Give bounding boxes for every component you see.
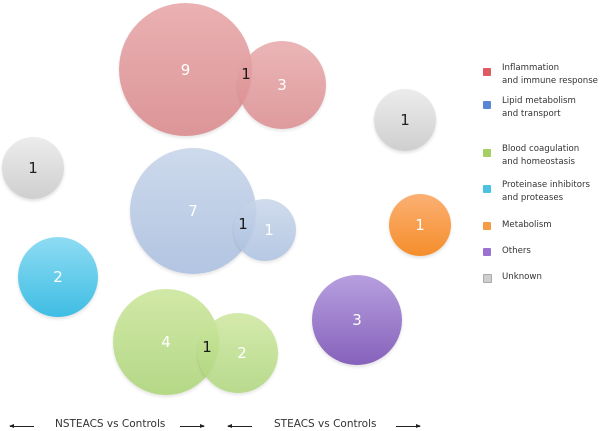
inflammation-shared-count: 1 <box>241 65 251 83</box>
legend-line1: Blood coagulation <box>502 144 580 154</box>
legend-line1: Others <box>502 246 531 256</box>
others-steacs-circle: 3 <box>312 275 402 365</box>
circle-count: 2 <box>53 268 63 286</box>
blood-steacs-circle: 2 <box>198 313 278 393</box>
left-arrow-icon <box>227 424 252 428</box>
lipid-steacs-circle: 1 <box>234 199 296 261</box>
circle-count: 2 <box>237 344 247 362</box>
gray-swatch-icon <box>483 274 492 283</box>
purple-swatch-icon <box>483 248 491 256</box>
circle-count: 1 <box>28 159 38 177</box>
circle-count: 1 <box>415 216 425 234</box>
legend-line2: and proteases <box>502 192 564 203</box>
cyan-swatch-icon <box>483 185 491 193</box>
right-arrow-icon <box>180 424 205 428</box>
legend-line1: Unknown <box>502 272 542 282</box>
legend-line1: Lipid metabolism <box>502 96 576 106</box>
circle-count: 1 <box>264 221 274 239</box>
legend-line2: and immune response <box>502 75 598 86</box>
lipid-shared-count: 1 <box>238 215 248 233</box>
legend-line1: Inflammation <box>502 63 560 73</box>
nsteacs-label: NSTEACS vs Controls <box>55 418 166 430</box>
blue-swatch-icon <box>483 101 491 109</box>
lipid-nsteacs-circle: 7 <box>130 148 256 274</box>
circle-count: 9 <box>180 60 191 79</box>
unknown-nsteacs-circle: 1 <box>2 137 64 199</box>
circle-count: 7 <box>188 202 198 220</box>
circle-count: 3 <box>277 76 287 94</box>
circle-count: 4 <box>161 333 171 351</box>
green-swatch-icon <box>483 149 491 157</box>
red-swatch-icon <box>483 68 491 76</box>
legend-line1: Metabolism <box>502 220 552 230</box>
proteinase-nsteacs-circle: 2 <box>18 237 98 317</box>
right-arrow-icon <box>396 424 421 428</box>
inflammation-nsteacs-circle: 9 <box>119 3 252 136</box>
circle-count: 1 <box>400 111 410 129</box>
circle-count: 3 <box>352 311 362 329</box>
orange-swatch-icon <box>483 222 491 230</box>
unknown-steacs-circle: 1 <box>374 89 436 151</box>
inflammation-steacs-circle: 3 <box>238 41 326 129</box>
steacs-label: STEACS vs Controls <box>274 418 377 430</box>
legend-line1: Proteinase inhibitors <box>502 180 591 190</box>
left-arrow-icon <box>9 424 34 428</box>
metabolism-steacs-circle: 1 <box>389 194 451 256</box>
blood-shared-count: 1 <box>202 338 212 356</box>
legend-line2: and homeostasis <box>502 156 575 167</box>
legend-line2: and transport <box>502 108 561 119</box>
